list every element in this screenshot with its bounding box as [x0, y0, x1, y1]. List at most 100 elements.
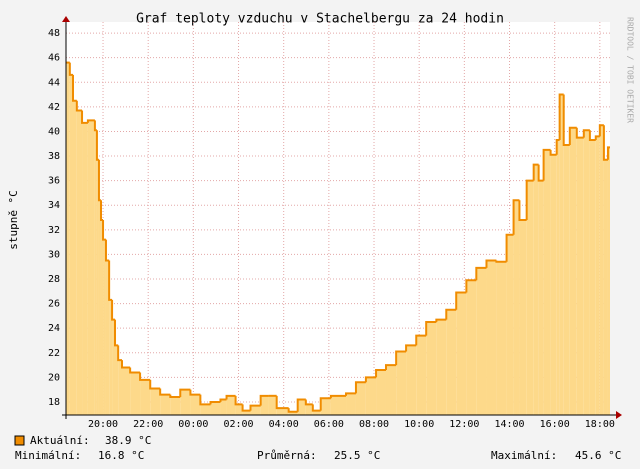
line-step — [598, 124, 604, 137]
area-step — [235, 404, 243, 415]
stat-value: 25.5 °C — [334, 449, 380, 462]
area-step — [105, 260, 110, 415]
area-step — [416, 335, 427, 415]
area-step — [94, 130, 97, 415]
area-step — [603, 159, 608, 415]
area-step — [436, 319, 447, 415]
x-tick-label: 14:00 — [494, 419, 524, 430]
line-step — [512, 199, 520, 235]
area-step — [583, 130, 590, 415]
line-step — [209, 400, 221, 405]
line-step — [225, 394, 236, 400]
area-step — [66, 62, 70, 415]
area-step — [122, 367, 131, 415]
line-step — [199, 394, 211, 406]
line-step — [104, 239, 110, 262]
line-step — [169, 394, 181, 399]
line-step — [375, 368, 386, 378]
line-step — [179, 388, 191, 398]
y-tick-label: 48 — [48, 28, 60, 39]
line-step — [249, 404, 261, 411]
line-step — [582, 129, 590, 138]
y-axis-label: stupně °C — [7, 190, 20, 250]
area-step — [250, 405, 261, 415]
line-step — [495, 260, 507, 263]
y-tick-label: 24 — [48, 323, 60, 334]
area-step — [550, 154, 557, 415]
y-tick-label: 32 — [48, 225, 60, 236]
area-step — [288, 411, 298, 415]
area-step — [242, 410, 251, 415]
area-step — [160, 394, 171, 415]
watermark: RRDTOOL / TOBI OETIKER — [626, 17, 635, 123]
x-tick-label: 08:00 — [359, 419, 389, 430]
line-step — [234, 395, 243, 406]
line-step — [296, 398, 306, 412]
line-step — [465, 279, 477, 293]
area-step — [140, 379, 151, 415]
line-step — [259, 394, 269, 406]
area-step — [101, 219, 104, 415]
stat-label: Maximální: — [491, 449, 557, 462]
area-step — [112, 319, 116, 415]
y-tick-label: 26 — [48, 299, 60, 310]
area-step — [563, 144, 570, 416]
area-step — [220, 399, 227, 415]
line-step — [241, 404, 251, 412]
x-tick-label: 04:00 — [269, 419, 299, 430]
legend-value: 38.9 °C — [105, 434, 151, 447]
y-tick-label: 40 — [48, 126, 60, 137]
area-step — [82, 122, 88, 416]
y-tick-label: 44 — [48, 77, 60, 88]
y-tick-label: 34 — [48, 200, 60, 211]
x-tick-label: 16:00 — [540, 419, 570, 430]
area-step — [297, 399, 306, 415]
line-step — [149, 379, 161, 390]
area-step — [118, 360, 123, 415]
area-step — [210, 401, 221, 415]
area-step — [526, 180, 534, 415]
line-step — [594, 135, 600, 141]
chart-title: Graf teploty vzduchu v Stachelbergu za 2… — [136, 12, 504, 27]
area-step — [180, 389, 191, 415]
legend-swatch — [14, 435, 25, 446]
area-step — [406, 345, 417, 415]
line-step — [129, 367, 141, 374]
area-step — [96, 159, 99, 415]
line-step — [568, 126, 577, 145]
area-step — [103, 239, 106, 415]
line-step — [542, 148, 551, 181]
line-step — [311, 404, 321, 412]
area-step — [365, 377, 377, 415]
line-step — [606, 146, 610, 160]
line-step — [384, 364, 397, 370]
area-step — [115, 345, 119, 415]
line-step — [189, 389, 201, 396]
line-step — [287, 408, 298, 413]
line-step — [525, 179, 534, 220]
line-step — [102, 219, 106, 241]
line-step — [139, 372, 151, 381]
x-axis-arrow — [616, 411, 622, 419]
line-step — [475, 266, 487, 281]
x-tick-label: 18:00 — [585, 419, 615, 430]
line-step — [562, 94, 570, 146]
line-step — [405, 344, 417, 352]
line-step — [304, 399, 313, 406]
area-step — [98, 200, 102, 415]
line-step — [364, 376, 377, 383]
line-step — [575, 127, 584, 139]
line-step — [555, 139, 560, 155]
line-step — [114, 319, 119, 347]
line-step — [86, 119, 95, 123]
area-step — [599, 125, 604, 415]
area-step — [595, 136, 600, 415]
area-step — [426, 322, 437, 415]
area-step — [73, 100, 77, 416]
area-step — [330, 395, 347, 415]
line-step — [415, 334, 427, 346]
x-tick-label: 02:00 — [223, 419, 253, 430]
line-step — [602, 125, 608, 161]
area-step — [559, 94, 564, 416]
line-step — [329, 394, 347, 399]
